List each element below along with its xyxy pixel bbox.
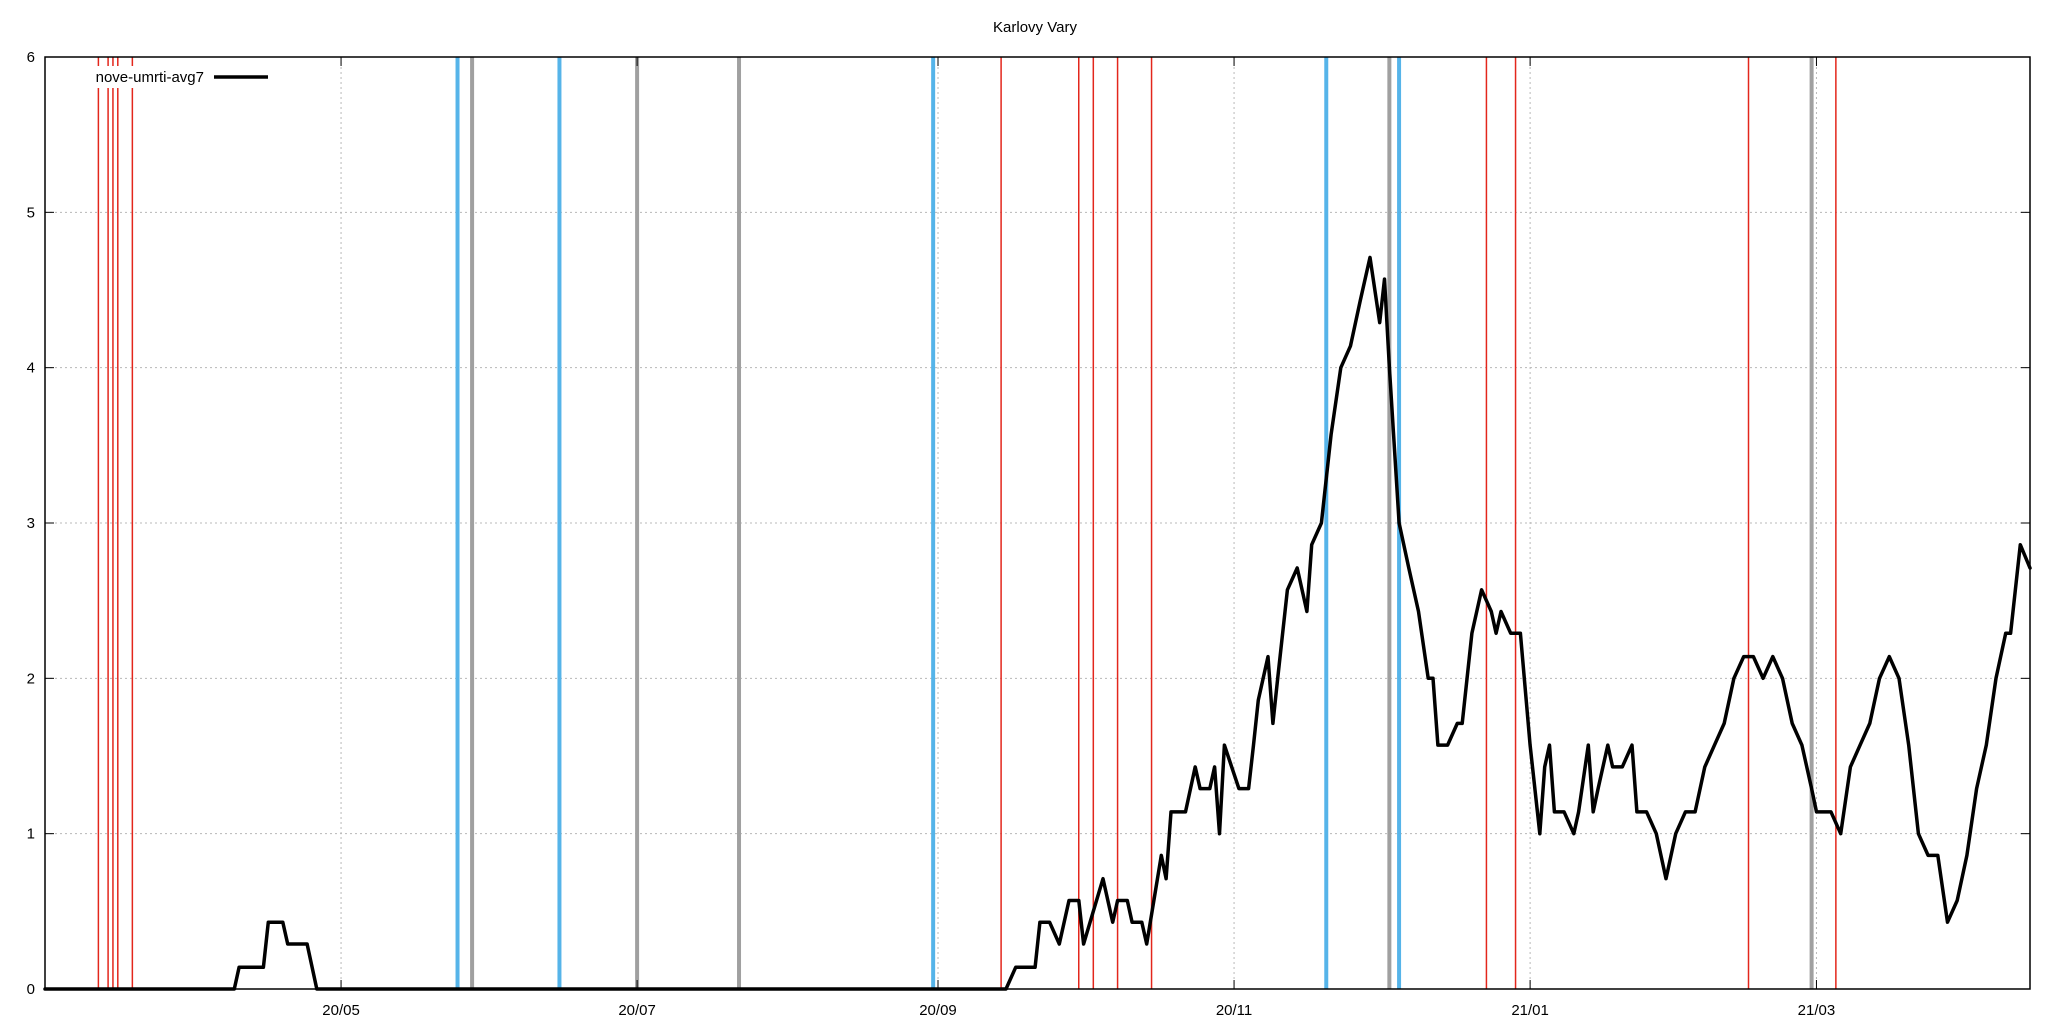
y-tick-label: 1 [27, 826, 35, 843]
y-tick-label: 3 [27, 515, 35, 532]
legend-label: nove-umrti-avg7 [96, 69, 204, 86]
plot-frame [44, 56, 2031, 990]
y-tick-label: 4 [27, 360, 35, 377]
tick-layer: 0 1 2 3 4 5 6 20/05 20/07 20/09 20/11 21/01 21/03 [27, 49, 2030, 1019]
marker-layer [97, 57, 1837, 989]
x-tick-label: 20/05 [322, 1002, 360, 1019]
y-tick-label: 6 [27, 49, 35, 66]
grid-layer [45, 57, 2030, 989]
series-line [43, 255, 2032, 991]
x-tick-label: 21/01 [1511, 1002, 1549, 1019]
y-tick-label: 0 [27, 981, 35, 998]
x-tick-label: 21/03 [1798, 1002, 1836, 1019]
legend-background [82, 66, 272, 88]
x-tick-label: 20/07 [618, 1002, 656, 1019]
x-tick-label: 20/11 [1216, 1002, 1252, 1019]
y-tick-label: 5 [27, 204, 35, 221]
y-tick-label: 2 [27, 670, 35, 687]
series-layer [43, 255, 2032, 991]
legend: nove-umrti-avg7 [82, 66, 272, 88]
x-tick-label: 20/09 [919, 1002, 957, 1019]
chart-title: Karlovy Vary [993, 19, 1077, 36]
